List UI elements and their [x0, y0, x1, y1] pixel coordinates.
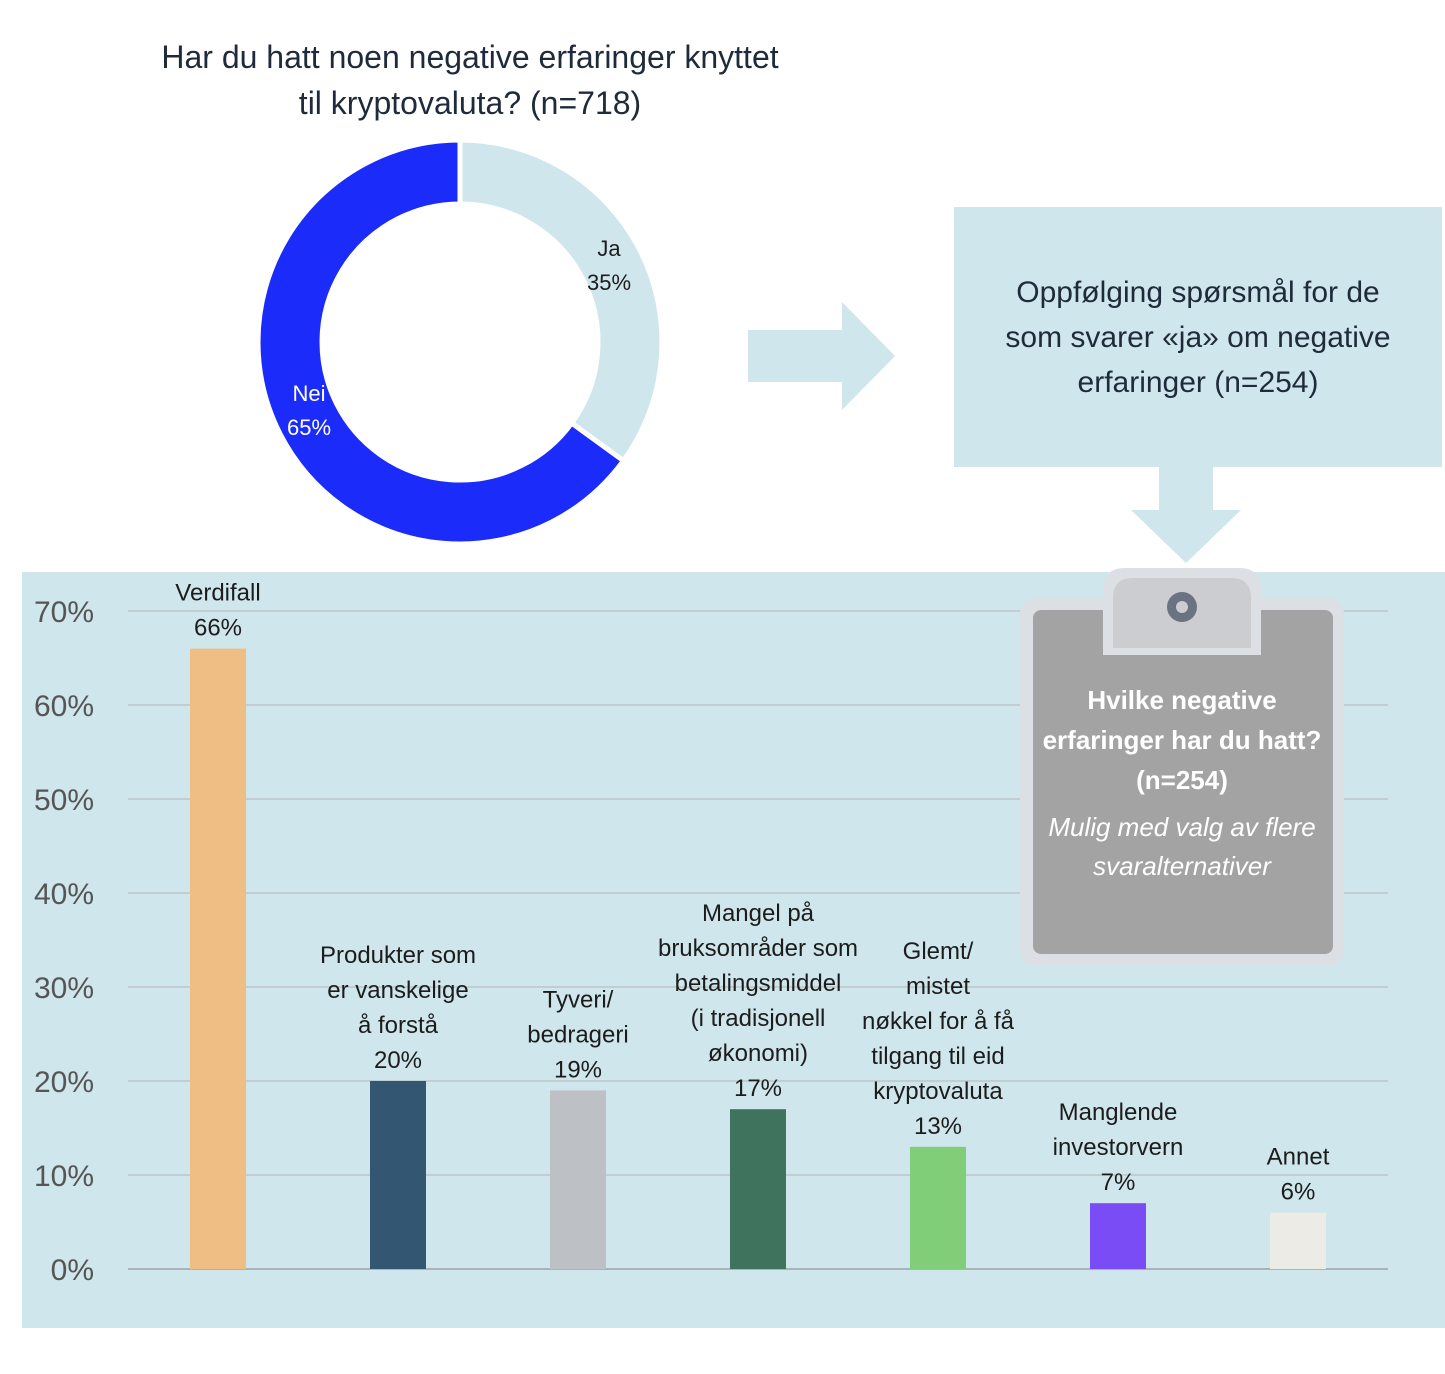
- bar-category-label: bruksområder som: [658, 935, 858, 962]
- bar-category-label: kryptovaluta: [873, 1078, 1003, 1105]
- bar-value-label: 13%: [914, 1113, 962, 1140]
- donut-title: Har du hatt noen negative erfaringer kny…: [161, 39, 779, 121]
- y-tick-label: 30%: [34, 972, 94, 1005]
- bar-category-label: er vanskelige: [327, 977, 468, 1004]
- bar-category-label: å forstå: [358, 1012, 439, 1039]
- donut-label-nei: Nei: [292, 381, 325, 406]
- bar-value-label: 7%: [1101, 1169, 1136, 1196]
- bar-value-label: 66%: [194, 615, 242, 642]
- bar-category-label: Annet: [1267, 1144, 1330, 1171]
- bar-category-label: nøkkel for å få: [862, 1008, 1015, 1035]
- bar: [190, 648, 246, 1269]
- bar: [1090, 1203, 1146, 1269]
- donut-slice-ja: [457, 137, 665, 465]
- bar-category-label: Verdifall: [175, 580, 260, 607]
- bar-category-label: bedrageri: [527, 1021, 628, 1048]
- bar-value-label: 19%: [554, 1056, 602, 1083]
- donut-value-nei: 65%: [287, 415, 331, 440]
- donut-value-ja: 35%: [587, 270, 631, 295]
- bar-category-label: tilgang til eid: [871, 1043, 1004, 1070]
- bar-category-label: Glemt/: [903, 938, 974, 965]
- bar-category-label: Manglende: [1059, 1099, 1178, 1126]
- bar-value-label: 20%: [374, 1047, 422, 1074]
- bar: [1270, 1212, 1326, 1269]
- bar: [730, 1109, 786, 1269]
- right-arrow-icon: [748, 302, 895, 410]
- bar: [550, 1090, 606, 1269]
- bar-category-label: Produkter som: [320, 942, 476, 969]
- bar: [910, 1146, 966, 1269]
- bar-category-label: betalingsmiddel: [675, 970, 842, 997]
- bar: [370, 1081, 426, 1269]
- bar-category-label: økonomi): [708, 1040, 808, 1067]
- down-arrow-icon: [1131, 467, 1241, 563]
- bar-category-label: (i tradisjonell: [691, 1005, 826, 1032]
- bar-value-label: 6%: [1281, 1179, 1316, 1206]
- donut-label-ja: Ja: [597, 236, 621, 261]
- bar-category-label: investorvern: [1053, 1134, 1184, 1161]
- y-tick-label: 0%: [51, 1254, 94, 1287]
- followup-text: Oppfølging spørsmål for de som svarer «j…: [1005, 275, 1391, 399]
- y-tick-label: 40%: [34, 878, 94, 911]
- y-tick-label: 20%: [34, 1066, 94, 1099]
- y-tick-label: 70%: [34, 596, 94, 629]
- clipboard-question: Hvilke negative erfaringer har du hatt? …: [1042, 685, 1322, 795]
- donut-slice-nei: [255, 137, 627, 547]
- donut-chart: Ja 35% Nei 65%: [255, 137, 665, 547]
- clipboard-note: Mulig med valg av flere svaralternativer: [1048, 812, 1316, 881]
- y-tick-label: 60%: [34, 690, 94, 723]
- bar-value-label: 17%: [734, 1075, 782, 1102]
- y-tick-label: 50%: [34, 784, 94, 817]
- followup-box: Oppfølging spørsmål for de som svarer «j…: [954, 207, 1442, 467]
- y-tick-label: 10%: [34, 1160, 94, 1193]
- bar-category-label: Mangel på: [702, 900, 815, 927]
- bar-category-label: mistet: [906, 973, 970, 1000]
- clipboard-text: Hvilke negative erfaringer har du hatt? …: [1040, 680, 1324, 886]
- bar-category-label: Tyveri/: [543, 986, 614, 1013]
- clipboard-icon: [1020, 568, 1344, 966]
